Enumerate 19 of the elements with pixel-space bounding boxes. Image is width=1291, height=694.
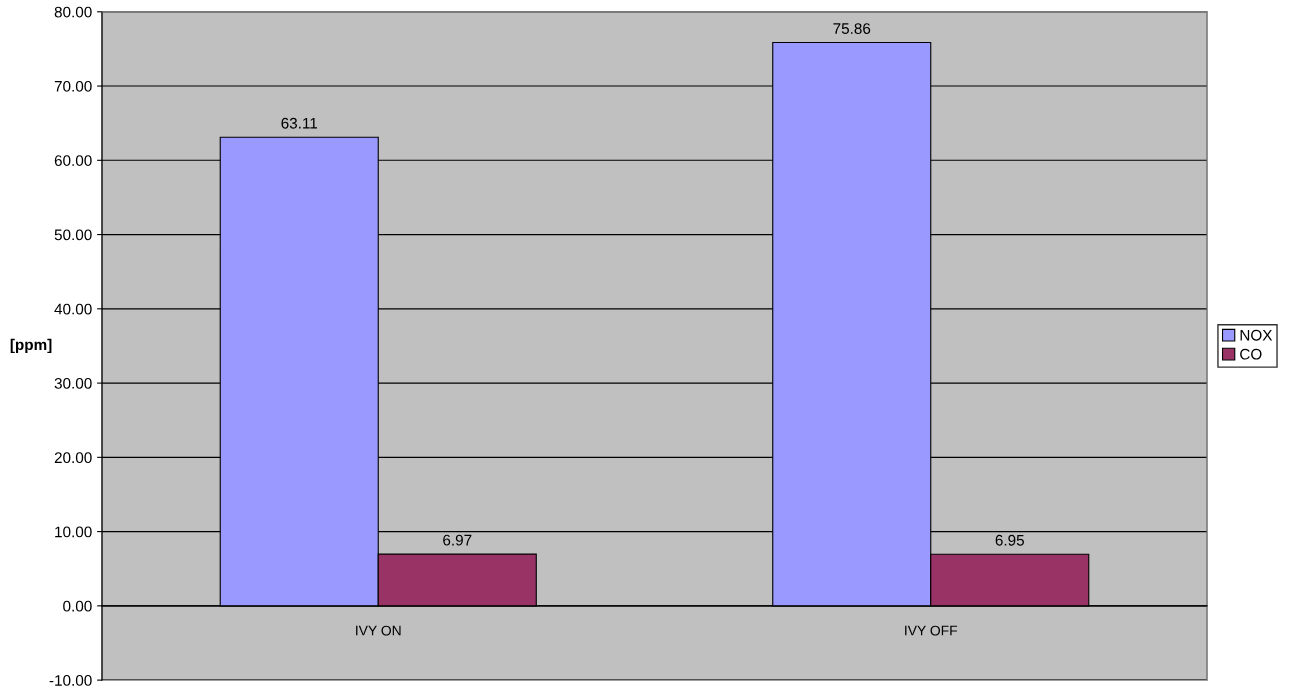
legend-label: CO [1240,348,1262,360]
y-tick-label: 70.00 [54,80,92,92]
data-label: 6.95 [995,534,1024,546]
y-tick-label: 50.00 [54,229,92,241]
y-tick-label: 0.00 [63,600,92,612]
y-tick-label: 20.00 [54,452,92,464]
y-tick-label: 40.00 [54,303,92,315]
legend-label: NOX [1240,329,1273,341]
data-label: 75.86 [833,23,871,34]
data-label: 6.97 [443,534,472,546]
data-label: 63.11 [281,117,318,129]
y-tick-label: -10.00 [49,674,92,686]
x-tick-label: IVY ON [356,625,401,636]
y-tick-label: 10.00 [55,526,92,538]
y-tick-label: 30.00 [54,377,92,389]
y-tick-label: 60.00 [54,155,92,166]
y-axis-title: [ppm] [10,338,52,354]
x-tick-label: IVY OFF [905,625,958,636]
y-tick-label: 80.00 [54,6,92,18]
